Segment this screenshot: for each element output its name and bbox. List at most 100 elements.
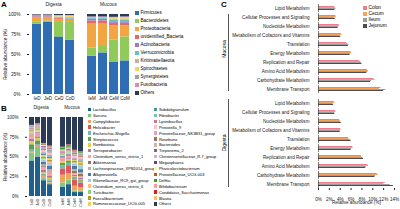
svg-text:50%: 50% <box>11 52 21 57</box>
svg-text:Cellular Processes and Signali: Cellular Processes and Signaling <box>242 110 310 115</box>
svg-text:JeD: JeD <box>44 96 53 101</box>
svg-text:IeM: IeM <box>60 199 65 206</box>
svg-text:Digesta: Digesta <box>45 2 62 7</box>
svg-text:Carbohydrate Metabolism: Carbohydrate Metabolism <box>257 78 310 83</box>
html-text:Akkermansia: Akkermansia <box>92 160 116 166</box>
html-text:Romboutsia: Romboutsia <box>92 142 115 148</box>
html-text:Bacteroidetes: Bacteroidetes <box>140 18 169 23</box>
svg-text:Relative abundance (%): Relative abundance (%) <box>3 132 8 181</box>
html-text:Sarcina: Sarcina <box>92 112 107 118</box>
html-text:8% 10% 12%: 8% 10% 12% <box>358 196 389 202</box>
svg-text:Metabolism of Cofactors and Vi: Metabolism of Cofactors and Vitamins <box>232 33 310 38</box>
html-text:Spirochaetes: Spirochaetes <box>140 66 168 71</box>
svg-text:Replication and Repair: Replication and Repair <box>263 155 310 160</box>
svg-text:CeD: CeD <box>54 96 64 101</box>
html-text:Helicobacter: Helicobacter <box>92 124 116 130</box>
svg-text:Translation: Translation <box>287 42 310 47</box>
html-text:Megasphaera: Megasphaera <box>158 160 184 166</box>
svg-text:Relative abundance (%): Relative abundance (%) <box>332 200 381 205</box>
svg-text:Lipid Metabolism: Lipid Metabolism <box>275 6 310 11</box>
svg-text:CoD: CoD <box>47 198 52 206</box>
svg-text:Relative abundance (%): Relative abundance (%) <box>3 29 8 81</box>
svg-text:2%: 2% <box>326 196 333 202</box>
html-text:Candidatus_Saccharimonas: Candidatus_Saccharimonas <box>158 189 209 195</box>
svg-text:CoM: CoM <box>120 96 130 101</box>
svg-text:75%: 75% <box>9 135 18 140</box>
html-text:Clostridium_sensu_stricto_6: Clostridium_sensu_stricto_6 <box>92 183 144 189</box>
html-text:Christensenellaceae_R-7_group: Christensenellaceae_R-7_group <box>158 154 217 160</box>
svg-text:IeM: IeM <box>88 96 96 101</box>
html-text:Faecalibacterium: Faecalibacterium <box>92 195 124 201</box>
svg-text:CeM: CeM <box>109 96 119 101</box>
html-text:Kiritimatiellaeota: Kiritimatiellaeota <box>140 58 175 63</box>
svg-text:JeM: JeM <box>66 199 71 207</box>
svg-text:Nucleotide Metabolism: Nucleotide Metabolism <box>263 24 310 29</box>
html-text:Clostridium_sensu_stricto_1: Clostridium_sensu_stricto_1 <box>92 154 144 160</box>
svg-text:Mucous: Mucous <box>64 105 81 110</box>
html-text:Terrisporobacter: Terrisporobacter <box>92 148 122 154</box>
html-text:Campylobacter: Campylobacter <box>92 118 120 124</box>
html-text:Blautia: Blautia <box>158 195 172 201</box>
svg-text:0%: 0% <box>12 194 19 199</box>
svg-text:IeD: IeD <box>33 96 41 101</box>
svg-text:JeM: JeM <box>99 96 108 101</box>
svg-text:CeD: CeD <box>41 198 46 206</box>
html-text:C: C <box>221 0 227 9</box>
html-text:Bacteroides: Bacteroides <box>158 142 180 148</box>
svg-text:Cellular Processes and Signali: Cellular Processes and Signaling <box>242 15 310 20</box>
svg-text:Carbohydrate Metabolism: Carbohydrate Metabolism <box>257 173 310 178</box>
svg-text:CoM: CoM <box>78 199 83 207</box>
svg-text:25%: 25% <box>9 174 18 179</box>
svg-text:Membrane Transport: Membrane Transport <box>267 87 310 92</box>
svg-text:Membrane Transport: Membrane Transport <box>267 182 310 187</box>
html-text:Ruminococcaceae_UCG-005: Ruminococcaceae_UCG-005 <box>92 201 145 207</box>
svg-text:Digesta: Digesta <box>33 105 49 110</box>
html-text:Digesta: Digesta <box>221 134 227 152</box>
svg-text:50%: 50% <box>9 154 18 159</box>
html-text:Delftia: Delftia <box>158 177 171 183</box>
html-text:Streptococcus: Streptococcus <box>92 136 119 142</box>
svg-text:Metabolism of Cofactors and Vi: Metabolism of Cofactors and Vitamins <box>232 128 310 133</box>
svg-text:CeM: CeM <box>72 199 77 207</box>
svg-text:Lipid Metabolism: Lipid Metabolism <box>275 101 310 106</box>
svg-text:CoD: CoD <box>65 96 75 101</box>
svg-text:IeD: IeD <box>29 198 34 204</box>
svg-text:Replication and Repair: Replication and Repair <box>263 60 310 65</box>
html-text:Proteobacteria: Proteobacteria <box>140 26 171 31</box>
html-text:Turicibacter: Turicibacter <box>92 189 114 195</box>
html-text:Bifidobacterium: Bifidobacterium <box>158 183 187 189</box>
svg-text:Nucleotide Metabolism: Nucleotide Metabolism <box>263 119 310 124</box>
svg-text:25%: 25% <box>11 72 21 77</box>
svg-text:Amino Acid Metabolism: Amino Acid Metabolism <box>262 69 310 74</box>
svg-text:100%: 100% <box>8 12 21 17</box>
html-text:Verrucomicrobia: Verrucomicrobia <box>140 50 174 55</box>
html-text:Firmicutes: Firmicutes <box>140 10 162 15</box>
svg-text:75%: 75% <box>11 32 21 37</box>
html-text:Fibrobacter: Fibrobacter <box>158 112 180 118</box>
html-text:Escherichia-Shigella: Escherichia-Shigella <box>92 130 130 136</box>
html-text:Rikenellaceae_RC9_gut_group: Rikenellaceae_RC9_gut_group <box>92 177 149 183</box>
svg-text:Energy Metabolism: Energy Metabolism <box>270 146 309 151</box>
html-text:Lysinibacillus: Lysinibacillus <box>158 118 183 124</box>
html-text:Treponema_2: Treponema_2 <box>158 148 184 154</box>
html-text:unidentified_Bacteria: unidentified_Bacteria <box>140 34 184 39</box>
html-text:Mucosa: Mucosa <box>221 39 227 58</box>
html-text:Roseburia: Roseburia <box>158 136 178 142</box>
svg-text:Translation: Translation <box>287 137 310 142</box>
svg-text:Mucous: Mucous <box>100 2 117 7</box>
html-text:Others: Others <box>158 201 171 207</box>
svg-text:14%: 14% <box>390 197 399 202</box>
svg-text:0%: 0% <box>315 197 322 202</box>
svg-text:Energy Metabolism: Energy Metabolism <box>270 51 309 56</box>
svg-text:0%: 0% <box>14 92 22 97</box>
html-text:Prevotellaceae_NK3B31_group: Prevotellaceae_NK3B31_group <box>158 130 215 136</box>
html-text:Prevotella_9: Prevotella_9 <box>158 124 182 130</box>
html-text:Prevotellaceae_UCG-003: Prevotellaceae_UCG-003 <box>158 171 205 177</box>
html-text:Actinobacteria: Actinobacteria <box>140 42 170 47</box>
html-text:A: A <box>1 0 7 9</box>
svg-text:Amino Acid Metabolism: Amino Acid Metabolism <box>262 164 310 169</box>
svg-text:100%: 100% <box>7 115 19 120</box>
html-text:Alloprevotella: Alloprevotella <box>92 171 117 177</box>
svg-text:JeD: JeD <box>35 198 40 205</box>
html-text:B: B <box>1 104 7 113</box>
